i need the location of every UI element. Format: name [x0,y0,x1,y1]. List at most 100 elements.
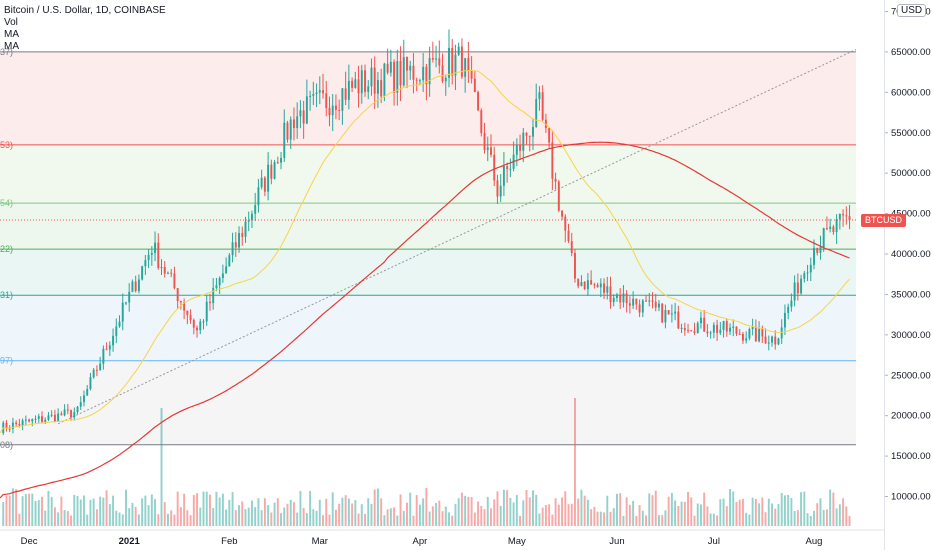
volume-bar [86,515,88,526]
legend-ma1[interactable]: MA [4,29,166,41]
volume-bar [164,502,166,526]
volume-bar [555,498,557,526]
volume-bar [228,500,230,526]
volume-bar [96,509,98,526]
volume-bar [60,497,62,526]
volume-bar [270,512,272,526]
volume-bar [309,491,311,526]
legend-ma2[interactable]: MA [4,41,166,53]
volume-bar [416,495,418,526]
volume-bar [823,510,825,526]
y-tick-label: 50000.00 [891,168,931,179]
candle [668,310,670,315]
volume-bar [626,497,628,526]
x-tick-label: Jun [609,536,624,547]
volume-bar [257,498,259,526]
volume-bar [51,497,53,526]
volume-bar [526,490,528,526]
volume-bar [616,494,618,526]
volume-bar [613,508,615,526]
volume-bar [425,488,427,526]
volume-bar [109,504,111,526]
volume-bar [38,500,40,526]
volume-bar [287,504,289,526]
time-axis[interactable]: Dec 2021 Feb Mar Apr May Jun Jul Aug [0,530,884,547]
volume-bar [784,495,786,526]
volume-bar [267,505,269,526]
volume-bar [787,495,789,526]
candle [274,160,276,180]
volume-bar [83,495,85,526]
volume-bar [106,490,108,526]
volume-bar [115,511,117,526]
volume-bar [361,504,363,526]
volume-bar [73,495,75,526]
volume-bar [577,499,579,526]
legend-vol[interactable]: Vol [4,17,166,29]
volume-bar [790,498,792,526]
volume-bar [364,514,366,526]
x-tick-label: Jul [708,536,720,547]
volume-bar [816,503,818,526]
volume-bar [752,498,754,526]
currency-badge[interactable]: USD [897,4,926,17]
volume-bar [571,504,573,526]
volume-bar [849,516,851,526]
volume-bar [41,497,43,526]
candle [778,338,780,345]
volume-bar [606,496,608,526]
volume-bar [138,514,140,526]
volume-bar [167,514,169,526]
volume-bar [710,513,712,526]
volume-bar [467,497,469,526]
volume-bar [778,504,780,526]
volume-bar [380,498,382,526]
volume-bar [277,498,279,526]
volume-bar [454,504,456,526]
volume-bar [135,507,137,526]
volume-bar [745,513,747,526]
volume-bar [254,507,256,526]
volume-bar [261,510,263,526]
price-axis[interactable]: 10000.00 15000.00 20000.00 25000.00 30000.00… [884,7,931,503]
fib-label-1: 53) [0,140,13,150]
volume-bar [490,508,492,526]
volume-bar [748,515,750,526]
fib-label-6: 08) [0,440,13,450]
volume-bar [538,514,540,526]
volume-bar [736,502,738,526]
volume-bar [203,492,205,526]
volume-bar [587,500,589,526]
volume-bar [161,408,163,526]
volume-bar [451,516,453,526]
volume-bar [367,498,369,526]
y-tick-label: 10000.00 [891,492,931,503]
volume-bar [532,490,534,526]
volume-bar [619,493,621,526]
volume-bar [274,503,276,526]
volume-bar [797,510,799,526]
volume-bar [529,497,531,526]
volume-bar [771,503,773,526]
volume-bar [15,489,17,526]
volume-bar [209,495,211,526]
volume-bar [80,500,82,526]
volume-bar [329,515,331,526]
volume-bar [545,505,547,526]
volume-bar [28,494,30,526]
volume-bar [580,490,582,526]
volume-bar [706,506,708,526]
volume-bar [183,494,185,526]
fib-zone-0 [0,52,856,145]
volume-bar [341,498,343,526]
y-tick-label: 25000.00 [891,370,931,381]
volume-bar [813,511,815,526]
legend-title[interactable]: Bitcoin / U.S. Dollar, 1D, COINBASE [4,5,166,17]
volume-bar [445,507,447,526]
volume-bar [664,510,666,526]
volume-bar [212,508,214,526]
volume-bar [354,500,356,526]
volume-bar [93,499,95,526]
volume-bar [264,498,266,526]
